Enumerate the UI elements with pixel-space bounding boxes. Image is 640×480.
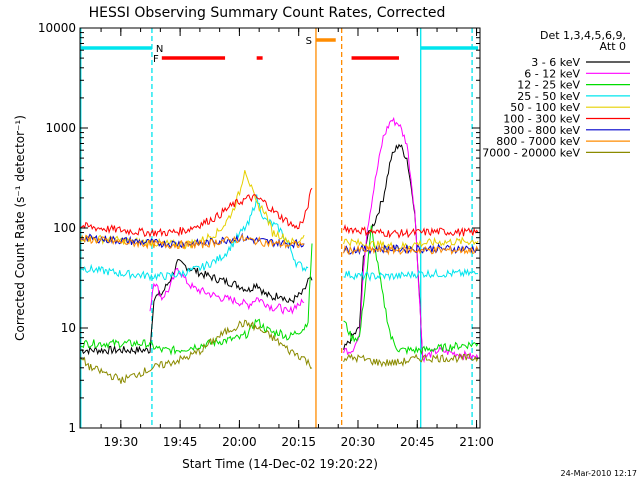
series-line-8-0 (80, 319, 313, 384)
legend-label-6: 300 - 800 keV (503, 124, 580, 137)
legend-label-0: 3 - 6 keV (531, 56, 580, 69)
series-line-4-0 (80, 170, 305, 250)
series-line-3-1 (343, 267, 479, 282)
footer-timestamp: 24-Mar-2010 12:17 (561, 469, 638, 478)
series-line-3-0 (80, 194, 309, 282)
y-axis-label: Corrected Count Rate (s⁻¹ detector⁻¹) (13, 115, 27, 341)
series-line-7-0 (80, 233, 305, 250)
y-tick-label-2: 100 (53, 221, 76, 235)
legend-label-1: 6 - 12 keV (524, 67, 580, 80)
legend-label-4: 50 - 100 keV (510, 101, 580, 114)
state-bar-label-0: N (156, 44, 163, 55)
x-tick-label-2: 20:00 (222, 435, 257, 449)
x-tick-label-4: 20:30 (341, 435, 376, 449)
y-tick-label-1: 10 (61, 321, 76, 335)
x-tick-label-5: 20:45 (400, 435, 435, 449)
chart-title: HESSI Observing Summary Count Rates, Cor… (89, 5, 446, 21)
legend-header-line-1: Det 1,3,4,5,6,9, (540, 29, 626, 42)
series-line-7-1 (343, 244, 479, 256)
state-bar-label-2: F (153, 54, 159, 65)
legend-label-3: 25 - 50 keV (517, 90, 580, 103)
x-tick-label-6: 21:00 (459, 435, 494, 449)
legend-label-7: 800 - 7000 keV (496, 135, 580, 148)
plot-area: NF S (80, 28, 479, 428)
series-line-5-1 (343, 223, 479, 239)
legend-label-8: 7000 - 20000 keV (482, 146, 580, 159)
series-line-0-0 (80, 258, 313, 356)
y-axis: 1 10 100 1000 10000 (38, 21, 480, 435)
series-line-0-1 (343, 143, 424, 359)
series-line-5-0 (80, 187, 313, 238)
x-axis-label: Start Time (14-Dec-02 19:20:22) (182, 457, 378, 471)
x-tick-label-1: 19:45 (163, 435, 198, 449)
y-tick-label-0: 1 (68, 421, 76, 435)
series-line-8-1 (343, 353, 479, 368)
legend-header-line-2: Att 0 (600, 40, 626, 53)
x-tick-label-0: 19:30 (104, 435, 139, 449)
series-line-2-0 (80, 243, 313, 356)
x-tick-label-3: 20:15 (281, 435, 316, 449)
series-line-2-1 (343, 225, 479, 356)
legend-label-5: 100 - 300 keV (503, 113, 580, 126)
series-line-1-0 (149, 267, 305, 315)
x-axis: 19:30 19:45 20:00 20:15 20:30 20:45 21:00 (100, 28, 494, 449)
state-bar-label-5: S (306, 36, 312, 47)
y-tick-label-3: 1000 (45, 121, 76, 135)
legend-label-2: 12 - 25 keV (517, 79, 580, 92)
y-tick-label-4: 10000 (38, 21, 76, 35)
